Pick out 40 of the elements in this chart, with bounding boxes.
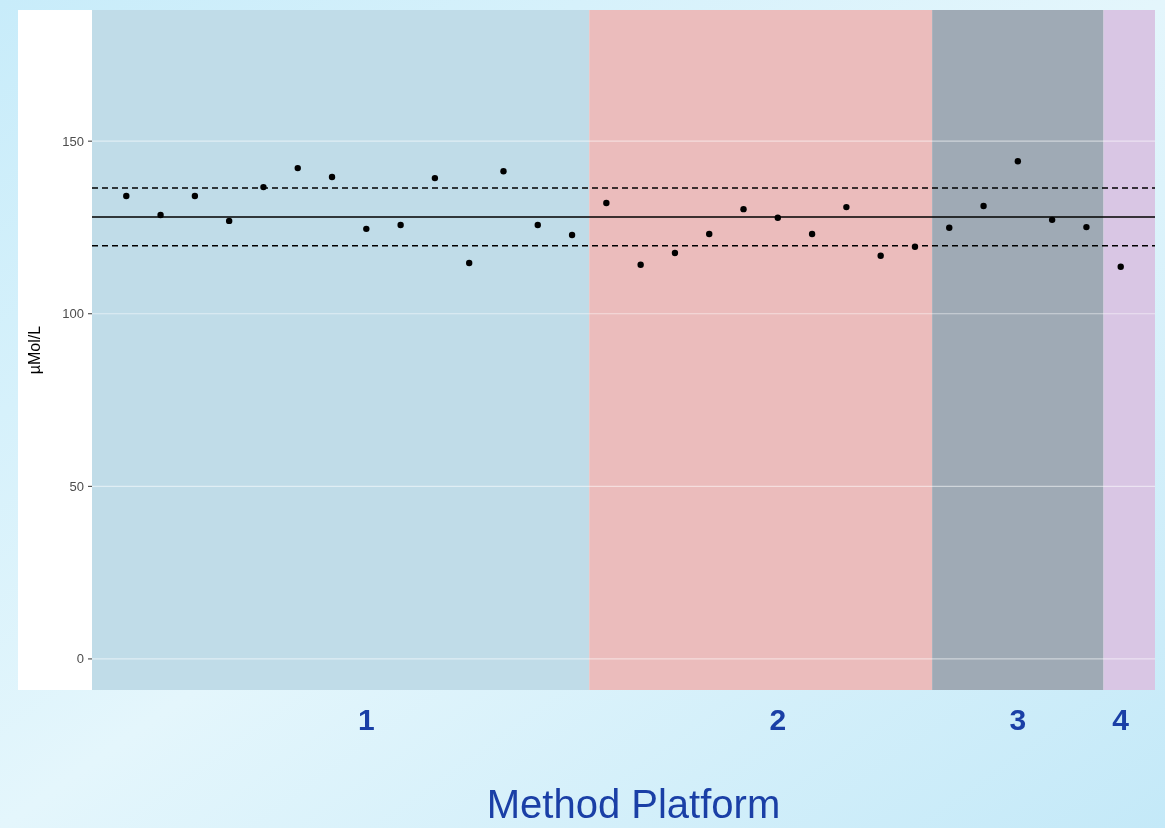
point (877, 252, 884, 259)
point (980, 202, 987, 210)
point (706, 230, 713, 238)
point (1014, 157, 1022, 165)
point (500, 168, 507, 175)
x-tick-label: 4 (1112, 703, 1130, 736)
y-tick-label: 150 (62, 133, 84, 149)
x-tick-label: 1 (357, 703, 375, 736)
point (260, 183, 267, 191)
point (843, 203, 850, 211)
point (603, 199, 610, 207)
point (534, 221, 541, 229)
point (157, 211, 164, 219)
point (1117, 263, 1124, 271)
point (465, 259, 473, 267)
point (568, 231, 576, 239)
point (1048, 216, 1056, 224)
y-axis-title: µMol/L (26, 325, 43, 375)
point (363, 225, 370, 233)
x-tick-label: 2 (769, 703, 787, 736)
point (397, 221, 404, 229)
point (774, 214, 782, 221)
point (946, 224, 953, 232)
point (637, 261, 644, 268)
y-tick-label: 100 (62, 306, 84, 322)
point (191, 192, 199, 200)
point (808, 230, 816, 238)
point (123, 192, 130, 200)
x-tick-label: 3 (1009, 703, 1027, 736)
point (911, 243, 919, 250)
point (294, 164, 301, 172)
point (1083, 223, 1090, 231)
point (740, 205, 747, 213)
point (225, 217, 233, 225)
y-tick-label: 0 (76, 651, 84, 667)
x-axis-title: Method Platform (486, 782, 781, 826)
y-tick-label: 50 (69, 478, 84, 494)
point (328, 173, 336, 181)
point (671, 249, 679, 257)
point (431, 174, 439, 182)
